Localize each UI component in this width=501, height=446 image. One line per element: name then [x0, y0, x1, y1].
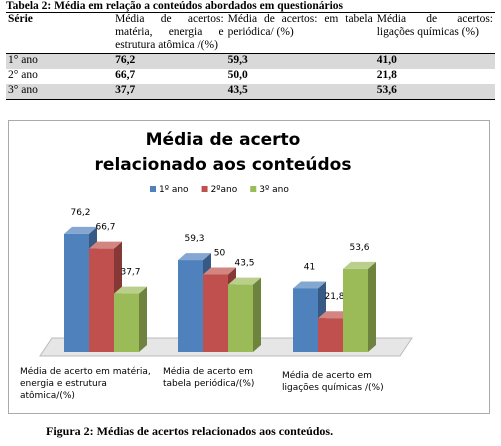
data-label: 66,7	[95, 223, 115, 233]
category-label: Média de acerto em tabela periódica/(%)	[163, 367, 255, 389]
data-label: 37,7	[120, 268, 140, 278]
table-cell: 3° ano	[8, 84, 38, 96]
table-cell: 43,5	[227, 84, 248, 96]
header-cell: Média de acertos: ligações químicas (%)	[374, 12, 495, 54]
legend-swatch	[201, 186, 208, 192]
table: Série Média de acertos: matéria, energia …	[6, 12, 495, 100]
bar-top	[178, 253, 211, 261]
table-row: 1° ano 76,2 59,3 41,0	[6, 53, 495, 69]
bar-top	[114, 286, 147, 294]
table-row: 2° ano 66,7 50,0 21,8	[6, 69, 495, 84]
bar-side	[139, 286, 147, 352]
header-cell: Série	[6, 12, 114, 54]
header-cell: Média de acertos: matéria, energia e est…	[113, 12, 226, 54]
bar-top	[64, 226, 97, 234]
data-label: 43,5	[234, 259, 254, 269]
bar	[318, 318, 343, 352]
bar	[64, 233, 89, 352]
table-cell: 1° ano	[8, 54, 38, 66]
header-cell: Média de acertos: em tabela periódica/ (…	[225, 12, 375, 54]
table-row: 3° ano 37,7 43,5 53,6	[6, 84, 495, 100]
table-cell: 37,7	[115, 84, 136, 96]
data-label: 59,3	[184, 234, 204, 244]
bar	[203, 274, 228, 352]
data-label: 53,6	[349, 243, 369, 253]
table-cell: 59,3	[227, 54, 248, 66]
category-label: Média de acerto em ligações químicas /(%…	[282, 371, 384, 393]
figure-caption: Figura 2: Médias de acertos relacionados…	[46, 424, 334, 438]
bar-top	[343, 261, 376, 269]
legend-label: 3º ano	[259, 185, 289, 195]
bar	[89, 248, 114, 352]
bar-top	[228, 277, 261, 285]
bar-top	[293, 281, 326, 289]
legend-label: 1º ano	[159, 185, 189, 195]
legend-swatch	[150, 186, 156, 192]
bar-top	[203, 267, 236, 275]
table-cell: 66,7	[115, 69, 136, 81]
bar	[343, 268, 368, 352]
table-cell: 50,0	[227, 69, 248, 81]
bar-side	[253, 277, 261, 352]
table-cell: 53,6	[376, 84, 397, 96]
header-row: Série Média de acertos: matéria, energia …	[6, 12, 495, 54]
legend-swatch	[250, 186, 257, 192]
data-label: 21,8	[324, 292, 344, 302]
bar	[293, 288, 318, 352]
table-cell: 41,0	[376, 54, 397, 66]
table-title: Tabela 2: Média em relação a conteúdos a…	[6, 0, 344, 12]
data-label: 76,2	[70, 208, 90, 218]
bar-top	[318, 311, 351, 319]
legend-label: 2ºano	[211, 185, 238, 195]
table-cell: 21,8	[376, 69, 397, 81]
chart-frame	[8, 120, 490, 414]
bar	[114, 293, 139, 352]
data-label: 41	[304, 262, 315, 272]
bar	[178, 260, 203, 352]
data-label: 50	[214, 249, 226, 259]
bar-top	[89, 241, 122, 249]
bar	[228, 284, 253, 352]
chart-title: Média de acerto relacionado aos conteúdo…	[94, 130, 352, 175]
bar-side	[368, 261, 376, 352]
table-cell: 2° ano	[8, 69, 38, 81]
table-cell: 76,2	[115, 54, 136, 66]
category-label: Média de acerto em matéria, energia e es…	[20, 367, 151, 401]
